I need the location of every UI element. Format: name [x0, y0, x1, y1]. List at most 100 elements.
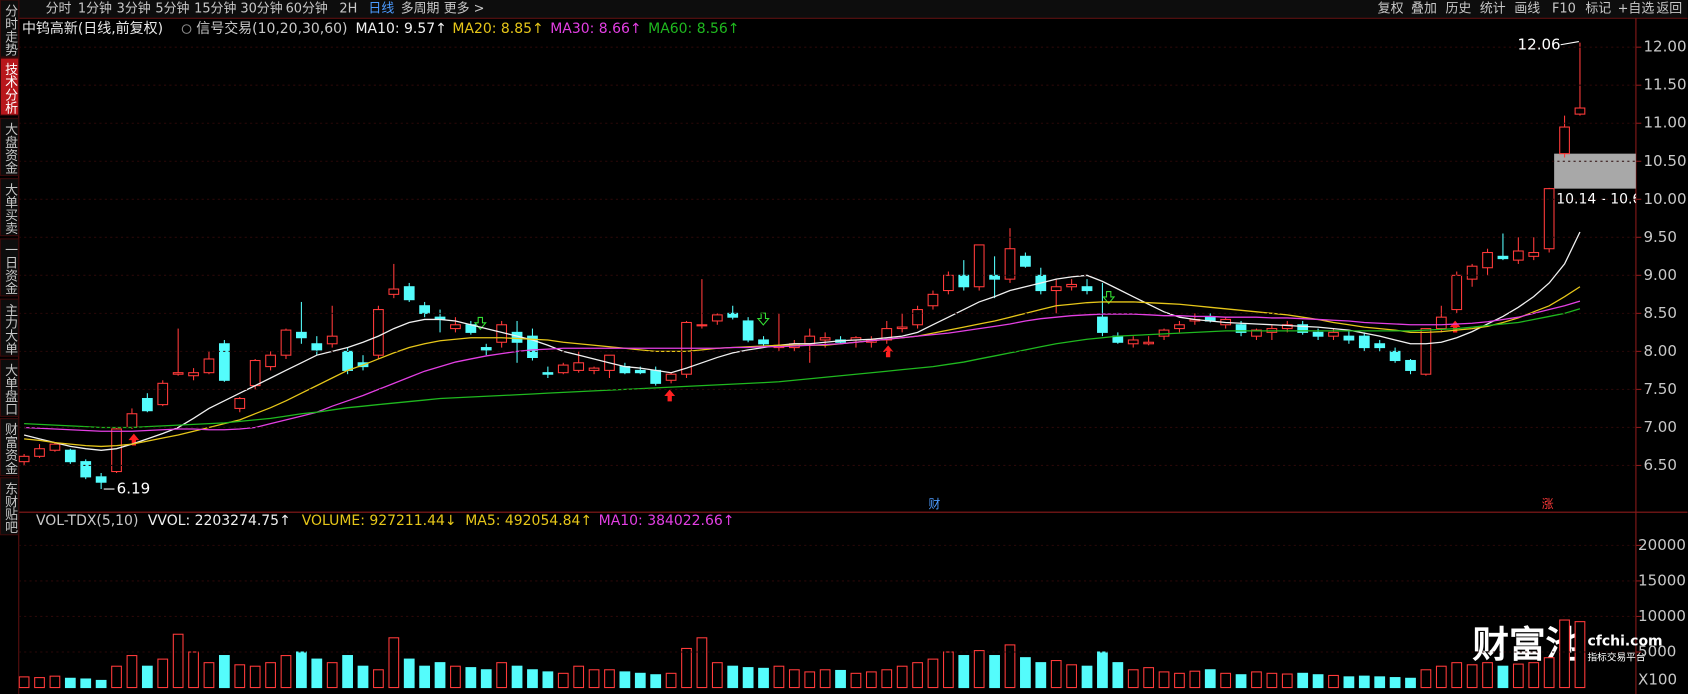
tool-button[interactable]: 叠加: [1411, 2, 1437, 17]
volume-bar: [403, 658, 415, 689]
volume-stat: MA10: 384022.66↑: [599, 513, 735, 529]
candle-body: [34, 448, 45, 457]
candle-body: [1543, 188, 1555, 250]
event-marker[interactable]: 财: [928, 497, 940, 511]
sidebar-tab-bg[interactable]: [0, 117, 20, 176]
high-pointer: [1560, 41, 1579, 46]
volume-bar: [727, 665, 739, 689]
event-marker[interactable]: 涨: [1542, 497, 1554, 511]
period-tab[interactable]: 5分钟: [155, 1, 189, 17]
candle-body: [49, 443, 61, 451]
candle-body: [403, 286, 415, 301]
candle-body: [1127, 339, 1139, 345]
volume-bar: [373, 669, 384, 689]
sidebar-tab[interactable]: 大单买卖: [2, 183, 17, 235]
volume-bar: [527, 669, 538, 689]
candle-body: [388, 288, 400, 295]
candle-body: [218, 343, 230, 381]
candle-body: [1466, 265, 1478, 280]
tool-button[interactable]: +自选: [1618, 2, 1655, 17]
volume-bar: [1204, 669, 1216, 689]
period-tab[interactable]: 2H: [339, 2, 357, 17]
volume-bar: [942, 651, 954, 689]
tool-button[interactable]: 统计: [1480, 2, 1506, 17]
sidebar-tab-bg[interactable]: [0, 298, 20, 357]
volume-bar: [1451, 662, 1463, 689]
sidebar-tab[interactable]: 技术分析: [2, 62, 17, 114]
candle-body: [711, 314, 723, 322]
candle-body: [1235, 324, 1247, 333]
sidebar-tab[interactable]: 大盘资金: [2, 123, 17, 175]
tool-button[interactable]: 标记: [1585, 2, 1611, 17]
y-tick-label: 5000: [1638, 643, 1676, 661]
period-tab[interactable]: 1分钟: [78, 1, 112, 17]
period-tab[interactable]: 分时: [46, 2, 72, 17]
indicator-name: 信号交易(10,20,30,60): [196, 20, 347, 37]
candle-body: [1097, 316, 1108, 333]
tool-button[interactable]: 历史: [1445, 2, 1471, 17]
tool-button[interactable]: F10: [1552, 2, 1576, 17]
period-tab[interactable]: 日线: [368, 2, 394, 17]
sidebar-tab-bg[interactable]: [0, 238, 20, 297]
candle-body: [727, 312, 739, 318]
sidebar-tab[interactable]: 财富资金: [2, 423, 17, 475]
period-tab[interactable]: 更多 >: [444, 2, 485, 17]
volume-bar: [1266, 672, 1278, 689]
volume-stat: MA5: 492054.84↑: [465, 513, 592, 529]
sidebar-tab-bg[interactable]: [0, 477, 20, 536]
candle-body: [1020, 255, 1031, 267]
sidebar-tab[interactable]: 东财贴吧: [2, 482, 17, 534]
y-tick-label: 8.00: [1643, 342, 1677, 360]
period-tab[interactable]: 30分钟: [240, 1, 282, 17]
sidebar-tab[interactable]: 主力大单: [2, 303, 17, 355]
candle-body: [265, 354, 276, 368]
period-tab[interactable]: 60分钟: [286, 1, 328, 17]
sidebar-tab[interactable]: 一日资金: [2, 243, 17, 295]
period-tab[interactable]: 多周期: [401, 2, 440, 17]
volume-bar: [265, 662, 276, 689]
volume-bar: [496, 662, 508, 689]
volume-bar: [64, 677, 76, 689]
sidebar-tab-bg[interactable]: [0, 418, 20, 477]
candle-body: [234, 397, 246, 409]
buy-signal: [664, 389, 676, 402]
candle-body: [542, 372, 554, 375]
volume-unit: X100: [1638, 671, 1677, 689]
volume-bar: [665, 672, 677, 689]
candle-body: [18, 455, 30, 463]
sidebar-tab[interactable]: 分时走势: [2, 4, 17, 57]
candle-body: [188, 372, 199, 377]
volume-stat: VOLUME: 927211.44↓: [302, 513, 457, 529]
candle-body: [742, 320, 754, 341]
volume-bar: [1235, 674, 1247, 689]
volume-bar: [1528, 662, 1540, 689]
volume-bar: [542, 671, 554, 689]
indicator-toggle[interactable]: [181, 24, 192, 34]
candle-body: [373, 309, 384, 356]
volume-bar: [881, 669, 893, 689]
y-tick-label: 10000: [1638, 607, 1686, 625]
tool-button[interactable]: 返回: [1656, 2, 1682, 17]
period-tab[interactable]: 15分钟: [194, 1, 236, 17]
volume-bar: [419, 665, 431, 689]
tool-button[interactable]: 复权: [1378, 1, 1404, 17]
volume-bar: [804, 671, 816, 689]
tool-button[interactable]: 画线: [1514, 2, 1540, 17]
volume-bar: [480, 669, 492, 689]
candle-body: [1512, 250, 1524, 261]
volume-bar: [1081, 665, 1093, 689]
candle-body: [881, 328, 893, 341]
volume-bar: [1559, 619, 1570, 689]
candle-body: [203, 358, 215, 374]
sidebar-tab-bg[interactable]: [0, 0, 20, 58]
period-tab[interactable]: 3分钟: [117, 1, 151, 17]
sidebar-tab-bg[interactable]: [0, 57, 20, 116]
candle-body: [80, 461, 92, 478]
sidebar-tab-bg[interactable]: [0, 178, 20, 237]
sidebar-tab-bg[interactable]: [0, 358, 20, 417]
volume-bar: [1466, 664, 1478, 689]
candle-body: [804, 335, 816, 345]
sidebar-tab[interactable]: 大单盘口: [2, 364, 17, 416]
